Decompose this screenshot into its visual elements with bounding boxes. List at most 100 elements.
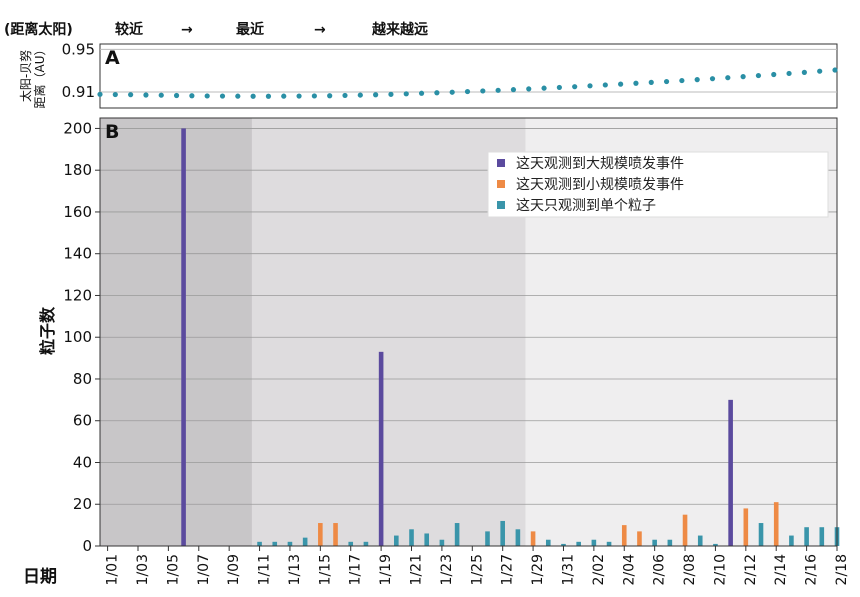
panel-a-point bbox=[709, 76, 716, 82]
panel-a-point bbox=[510, 87, 517, 93]
bar-small bbox=[621, 525, 627, 546]
panel-a-point bbox=[694, 77, 700, 83]
legend-swatch-small bbox=[497, 180, 505, 188]
panel-b: 0 20 40 60 80 100 120 140 160 180 200 1/01 1/03 1/05… bbox=[23, 117, 850, 587]
bar-large bbox=[728, 399, 733, 546]
panel-b-xtick-label: 2/06 bbox=[652, 554, 668, 586]
panel-b-x-ticks: 1/01 1/03 1/05 1/07 1/09 1/11 1/13 1/15 1/17 1/19… bbox=[105, 546, 850, 585]
legend-swatch-large bbox=[497, 159, 505, 167]
panel-b-xtick-label: 2/10 bbox=[712, 554, 728, 585]
panel-b-ytick-label: 60 bbox=[73, 412, 92, 430]
panel-a-ylabel-line2: 距离（AU） bbox=[32, 44, 47, 109]
panel-b-xtick-label: 2/12 bbox=[743, 554, 759, 585]
panel-b-xtick-label: 1/11 bbox=[257, 554, 273, 585]
panel-b-xtick-label: 1/13 bbox=[287, 554, 303, 585]
bar-small bbox=[637, 531, 642, 546]
panel-a-point bbox=[801, 69, 807, 75]
bar-single bbox=[576, 541, 581, 546]
panel-b-xtick-label: 2/04 bbox=[621, 554, 637, 586]
bar-single bbox=[409, 529, 414, 546]
panel-a-point bbox=[817, 68, 823, 74]
bar-single bbox=[500, 520, 505, 546]
legend-label-large: 这天观测到大规模喷发事件 bbox=[516, 155, 684, 172]
panel-a-point bbox=[725, 75, 731, 81]
panel-b-xtick-label: 1/03 bbox=[135, 554, 151, 585]
panel-b-xtick-label: 1/09 bbox=[226, 554, 242, 585]
panel-a-point bbox=[281, 93, 287, 99]
panel-b-xtick-label: 1/01 bbox=[105, 554, 121, 585]
legend-label-single: 这天只观测到单个粒子 bbox=[516, 197, 656, 214]
bar-small bbox=[682, 514, 688, 546]
panel-a-point bbox=[158, 92, 164, 98]
panel-b-xtick-label: 1/21 bbox=[409, 554, 425, 585]
panel-a-ytick-label: 0.95 bbox=[62, 40, 95, 58]
bar-small bbox=[530, 531, 536, 546]
bar-single bbox=[424, 533, 430, 546]
panel-a-point bbox=[464, 88, 471, 95]
panel-b-xtick-label: 1/27 bbox=[500, 554, 516, 585]
panel-b-xtick-label: 2/08 bbox=[682, 554, 698, 585]
bar-single bbox=[591, 539, 597, 546]
panel-a-point bbox=[663, 78, 670, 85]
panel-b-ytick-label: 40 bbox=[73, 453, 92, 471]
panel-a-point bbox=[357, 92, 363, 98]
panel-a-point bbox=[572, 84, 578, 90]
panel-b-ytick-label: 160 bbox=[63, 203, 92, 221]
panel-b-xlabel: 日期 bbox=[23, 567, 57, 587]
panel-a-point bbox=[556, 84, 562, 91]
panel-b-ytick-label: 200 bbox=[63, 119, 92, 137]
panel-a-point bbox=[143, 92, 149, 98]
bar-large bbox=[181, 128, 186, 546]
panel-b-ytick-label: 140 bbox=[63, 245, 92, 263]
panel-b-ytick-label: 0 bbox=[82, 537, 92, 555]
bar-small bbox=[333, 523, 338, 546]
panel-b-letter: B bbox=[105, 121, 119, 143]
panel-b-grid bbox=[100, 128, 837, 505]
bar-single bbox=[758, 523, 764, 546]
panel-a-point bbox=[786, 70, 792, 77]
panel-a-point bbox=[250, 93, 256, 99]
bar-single bbox=[652, 539, 657, 546]
bar-single bbox=[804, 527, 809, 546]
header-prefix: (距离太阳) bbox=[4, 21, 73, 38]
panel-a-point bbox=[526, 86, 532, 92]
panel-b-xtick-label: 2/16 bbox=[804, 554, 820, 586]
panel-a-point bbox=[235, 93, 241, 99]
panel-b-ytick-label: 120 bbox=[63, 286, 92, 304]
legend: 这天观测到大规模喷发事件 这天观测到小规模喷发事件 这天只观测到单个粒子 bbox=[487, 151, 829, 218]
panel-b-xtick-label: 1/17 bbox=[348, 554, 364, 585]
bar-small bbox=[743, 508, 749, 546]
panel-b-xtick-label: 1/07 bbox=[196, 554, 212, 585]
bar-single bbox=[394, 535, 399, 546]
panel-a-point bbox=[480, 88, 486, 94]
bar-single bbox=[667, 539, 673, 546]
panel-a-point bbox=[265, 93, 272, 99]
panel-a-point bbox=[587, 83, 593, 89]
panel-a-point bbox=[128, 92, 134, 98]
legend-label-small: 这天观测到小规模喷发事件 bbox=[516, 176, 684, 193]
bar-single bbox=[515, 529, 521, 546]
legend-swatch-single bbox=[497, 201, 505, 209]
bar-single bbox=[302, 537, 308, 546]
panel-a-point bbox=[403, 91, 409, 97]
panel-a-point bbox=[541, 85, 547, 91]
bar-single bbox=[713, 543, 718, 546]
panel-b-frame bbox=[99, 117, 838, 547]
panel-b-xtick-label: 2/02 bbox=[591, 554, 607, 585]
panel-a-point bbox=[633, 80, 639, 86]
panel-a-point bbox=[449, 89, 455, 95]
bar-large bbox=[378, 351, 384, 546]
panel-a-point bbox=[342, 92, 348, 99]
panel-a-point bbox=[373, 92, 379, 98]
header-arrow-2: → bbox=[314, 22, 326, 38]
panel-a-ytick-label: 0.91 bbox=[62, 83, 95, 101]
bar-single bbox=[545, 539, 551, 546]
panel-a-point bbox=[418, 90, 425, 96]
panel-b-xtick-label: 1/25 bbox=[469, 554, 485, 585]
panel-a-point bbox=[740, 74, 746, 80]
panel-b-xtick-label: 2/18 bbox=[834, 554, 850, 585]
bar-small bbox=[773, 502, 779, 546]
panel-a-point bbox=[173, 92, 180, 99]
panel-a-point bbox=[648, 79, 654, 85]
